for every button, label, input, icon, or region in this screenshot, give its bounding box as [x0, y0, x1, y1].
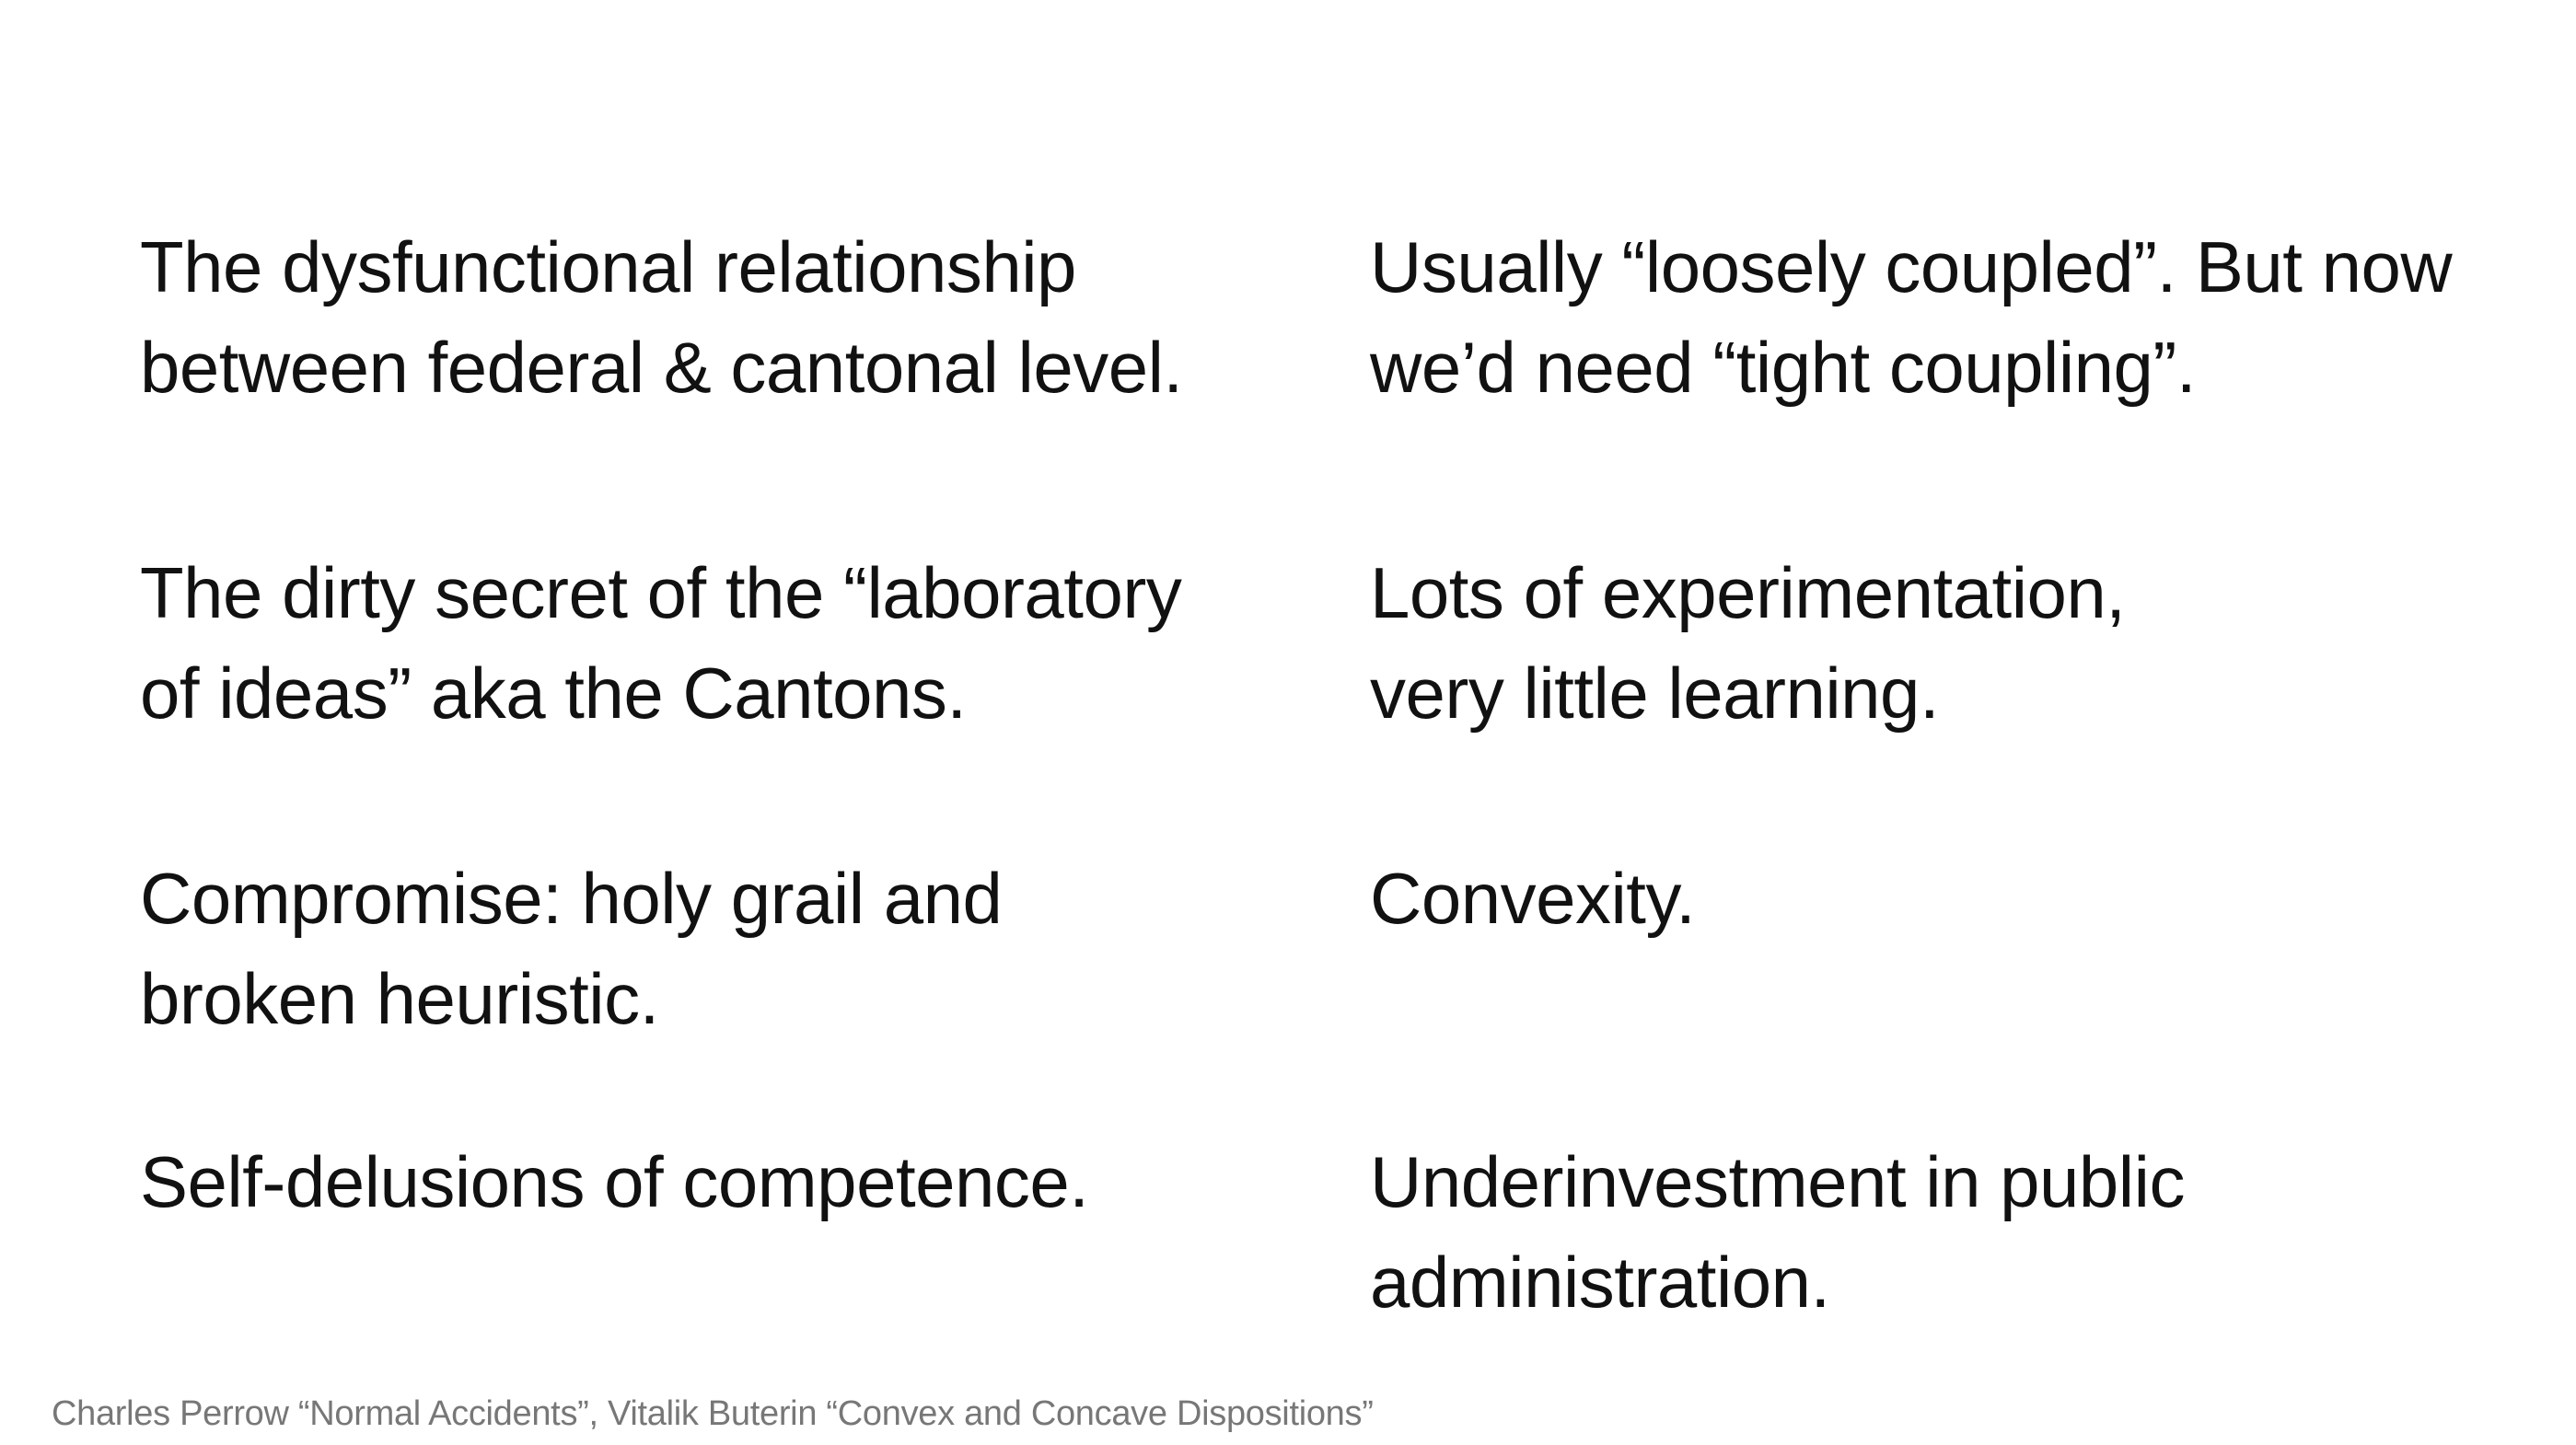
insight-convexity: Convexity.: [1370, 849, 1696, 949]
source-citation: Charles Perrow “Normal Accidents”, Vital…: [52, 1394, 1374, 1433]
insight-underinvestment: Underinvestment in public administration…: [1370, 1132, 2185, 1333]
text-line: Lots of experimentation,: [1370, 552, 2126, 633]
text-line: very little learning.: [1370, 653, 1940, 734]
text-line: between federal & cantonal level.: [140, 327, 1183, 408]
text-line: Compromise: holy grail and: [140, 858, 1003, 939]
text-line: administration.: [1370, 1242, 1830, 1323]
insight-coupling: Usually “loosely coupled”. But now we’d …: [1370, 217, 2453, 418]
problem-laboratory-of-ideas: The dirty secret of the “laboratory of i…: [140, 543, 1182, 744]
insight-experimentation: Lots of experimentation, very little lea…: [1370, 543, 2126, 744]
text-line: The dysfunctional relationship: [140, 226, 1076, 307]
text-line: Usually “loosely coupled”. But now: [1370, 226, 2453, 307]
text-line: we’d need “tight coupling”.: [1370, 327, 2197, 408]
text-line: The dirty secret of the “laboratory: [140, 552, 1182, 633]
text-line: Convexity.: [1370, 858, 1696, 939]
problem-compromise: Compromise: holy grail and broken heuris…: [140, 849, 1003, 1049]
problem-self-delusions: Self-delusions of competence.: [140, 1132, 1089, 1232]
text-line: of ideas” aka the Cantons.: [140, 653, 967, 734]
problem-federal-cantonal: The dysfunctional relationship between f…: [140, 217, 1183, 418]
text-line: Self-delusions of competence.: [140, 1141, 1089, 1222]
text-line: Underinvestment in public: [1370, 1141, 2185, 1222]
text-line: broken heuristic.: [140, 958, 659, 1039]
